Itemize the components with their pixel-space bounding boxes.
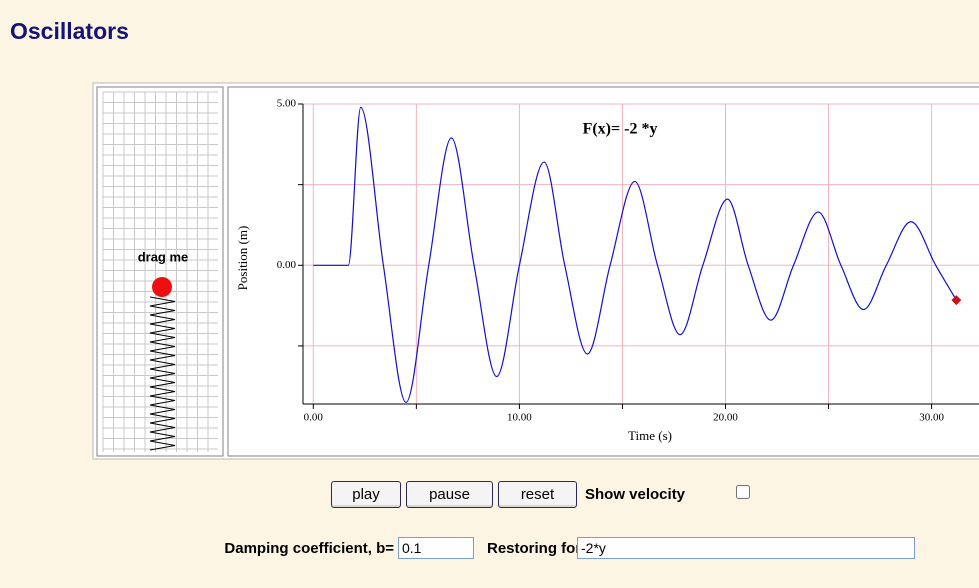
damping-label: Damping coefficient, b=	[224, 540, 394, 557]
y-tick-label: 5.00	[277, 98, 297, 110]
reset-button[interactable]: reset	[498, 481, 577, 508]
x-tick-label: 0.00	[304, 412, 324, 424]
show-velocity-label: Show velocity	[585, 486, 685, 503]
x-tick-label: 20.00	[713, 412, 738, 424]
mass[interactable]	[152, 277, 172, 297]
show-velocity-checkbox[interactable]	[736, 485, 750, 499]
applet: 0.00 10.00 20.00 30.00 0.00 5.00 drag me F(x)…	[0, 0, 979, 470]
force-input[interactable]	[577, 537, 915, 559]
spring-panel	[97, 87, 223, 456]
y-axis-label: Position (m)	[235, 226, 250, 291]
x-axis-label: Time (s)	[628, 428, 672, 443]
page: {"header": {"title": "Oscillators"}, "si…	[0, 0, 979, 588]
y-tick-label: 0.00	[277, 259, 297, 271]
chart-panel	[228, 87, 979, 456]
pause-button[interactable]: pause	[406, 481, 493, 508]
page-title: Oscillators	[10, 18, 129, 45]
damping-input[interactable]	[398, 537, 474, 559]
x-tick-label: 10.00	[507, 412, 532, 424]
drag-label: drag me	[138, 249, 189, 264]
force-equation: F(x)= -2 *y	[583, 121, 658, 138]
x-tick-label: 30.00	[919, 412, 944, 424]
play-button[interactable]: play	[331, 481, 401, 508]
